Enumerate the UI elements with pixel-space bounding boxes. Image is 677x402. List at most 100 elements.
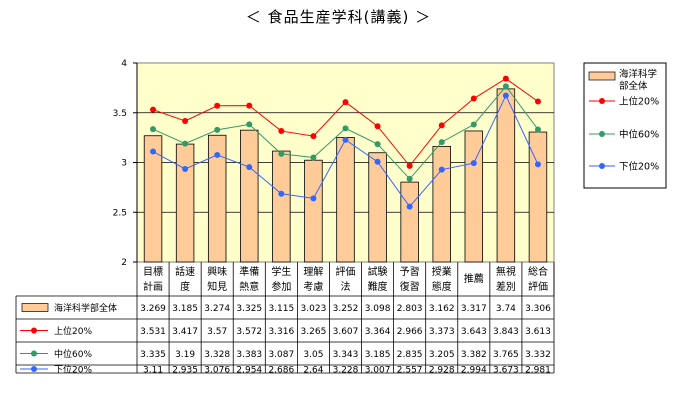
data-point — [406, 175, 413, 182]
data-point — [214, 126, 221, 133]
category-label: 目標 — [143, 265, 163, 278]
category-label: 計画 — [143, 280, 163, 293]
table-cell-value: 3.05 — [303, 350, 323, 360]
table-cell-value: 3.265 — [301, 327, 327, 337]
table-cell-value: 2.994 — [461, 366, 487, 376]
data-point — [182, 165, 189, 172]
table-cell-value: 3.205 — [429, 350, 455, 360]
bar — [207, 134, 227, 263]
table-cell-value: 3.74 — [496, 304, 516, 314]
category-label: 評価 — [528, 280, 548, 293]
table-cell-value: 3.252 — [333, 304, 359, 314]
table-series-label: 上位20% — [54, 325, 92, 337]
data-point — [438, 122, 445, 129]
category-label: 熱意 — [239, 280, 259, 293]
table-cell-value: 2.981 — [525, 366, 551, 376]
table-cell-value: 3.316 — [268, 327, 294, 337]
data-point — [182, 118, 189, 125]
data-point — [182, 140, 189, 147]
category-label: 学生 — [271, 265, 291, 278]
table-cell-value: 3.531 — [140, 327, 166, 337]
legend-label: 中位60% — [619, 129, 659, 141]
table-cell-value: 2.557 — [397, 366, 423, 376]
data-point — [502, 92, 509, 99]
table-cell-value: 3.843 — [493, 327, 519, 337]
category-label: 復習 — [400, 280, 420, 293]
table-cell-value: 3.317 — [461, 304, 487, 314]
data-point — [470, 95, 477, 102]
data-point — [534, 161, 541, 168]
table-legend-marker — [31, 350, 37, 357]
data-point — [214, 102, 221, 109]
table-cell-value: 3.185 — [365, 350, 391, 360]
table-cell-value: 3.373 — [429, 327, 455, 337]
table-cell-value: 2.803 — [397, 304, 423, 314]
bar — [432, 145, 451, 263]
data-point — [150, 126, 157, 133]
data-point — [406, 162, 413, 169]
data-point — [438, 139, 445, 146]
table-cell-value: 3.185 — [172, 304, 198, 314]
category-label: 考慮 — [303, 280, 323, 293]
data-point — [310, 195, 317, 202]
chart-title: ＜ 食品生産学科(講義) ＞ — [245, 8, 432, 26]
table-cell-value: 3.335 — [140, 350, 166, 360]
bar — [240, 129, 259, 263]
data-point — [278, 150, 285, 157]
category-label: 推薦 — [464, 272, 484, 285]
table-cell-value: 3.572 — [236, 327, 262, 337]
table-cell-value: 3.274 — [204, 304, 230, 314]
y-tick-label: 3 — [121, 159, 127, 169]
table-legend-swatch — [21, 303, 49, 312]
category-label: 準備 — [239, 265, 259, 278]
data-point — [214, 151, 221, 158]
data-point — [470, 160, 477, 167]
legend-marker — [599, 163, 605, 169]
data-point — [502, 83, 509, 90]
data-point — [470, 121, 477, 128]
category-label: 総合 — [528, 265, 548, 278]
data-point — [342, 125, 349, 132]
legend-label: 海洋科学 — [619, 68, 657, 80]
data-point — [406, 203, 413, 210]
table-legend-marker — [31, 366, 37, 372]
legend-label: 部全体 — [619, 80, 648, 92]
data-point — [534, 98, 541, 105]
table-cell-value: 3.328 — [204, 350, 230, 360]
category-label: 理解 — [303, 265, 323, 278]
table-cell-value: 3.007 — [365, 366, 391, 376]
data-point — [246, 164, 253, 171]
category-label: 興味 — [207, 266, 227, 278]
table-cell-value: 3.382 — [461, 350, 487, 360]
table-cell-value: 3.332 — [525, 350, 551, 360]
category-label: 予習 — [400, 266, 420, 278]
category-label: 試験 — [368, 265, 388, 278]
legend-label: 下位20% — [619, 161, 659, 173]
data-point — [502, 75, 509, 82]
table-cell-value: 2.935 — [172, 366, 198, 376]
table-cell-value: 3.115 — [268, 304, 294, 314]
table-cell-value: 3.076 — [204, 366, 230, 376]
data-point — [310, 154, 317, 161]
data-point — [438, 166, 445, 173]
data-point — [246, 121, 253, 128]
table-series-label: 中位60% — [54, 348, 92, 360]
data-point — [342, 136, 349, 143]
data-point — [278, 190, 285, 197]
data-point — [374, 123, 381, 130]
bar — [272, 150, 291, 263]
data-point — [310, 133, 317, 140]
legend — [583, 62, 667, 189]
table-cell-value: 3.613 — [525, 327, 551, 337]
category-label: 差別 — [496, 280, 516, 293]
table-cell-value: 2.686 — [268, 366, 294, 376]
category-label: 話速 — [175, 265, 195, 278]
bar — [175, 143, 195, 263]
table-series-label: 海洋科学部全体 — [54, 302, 117, 314]
table-cell-value: 3.162 — [429, 304, 455, 314]
data-point — [374, 158, 381, 165]
table-cell-value: 3.325 — [236, 304, 262, 314]
data-point — [374, 141, 381, 148]
bar — [143, 135, 163, 263]
